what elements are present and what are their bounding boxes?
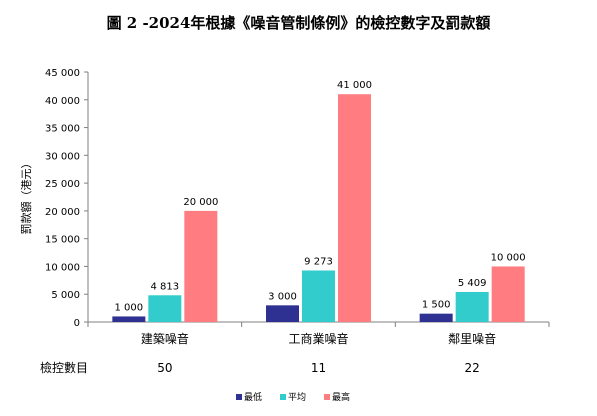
legend-swatch bbox=[324, 394, 330, 400]
chart-title: 圖 2 -2024年根據《噪音管制條例》的檢控數字及罰款額 bbox=[106, 14, 491, 32]
bar bbox=[184, 210, 218, 322]
data-labels: 1 000 4 813 20 000 3 000 9 273 41 000 1 500 5 4… bbox=[115, 80, 526, 313]
x-category-label: 工商業噪音 bbox=[288, 331, 348, 346]
count-row-label: 檢控數目 bbox=[40, 360, 88, 375]
y-tick-label: 40 000 bbox=[45, 96, 80, 107]
bar-data-label: 41 000 bbox=[337, 80, 372, 91]
y-axis: 0 5 000 10 000 15 000 20 000 25 000 30 000 35 0… bbox=[45, 68, 89, 329]
x-axis: 建築噪音 工商業噪音 鄰里噪音 bbox=[87, 321, 550, 346]
bar-data-label: 10 000 bbox=[491, 252, 526, 263]
bar bbox=[455, 291, 489, 322]
y-tick-label: 25 000 bbox=[45, 179, 80, 190]
bar bbox=[491, 266, 525, 322]
bar bbox=[266, 305, 299, 322]
bar-data-label: 5 409 bbox=[458, 278, 487, 289]
bars bbox=[112, 94, 525, 322]
legend: 最低 平均 最高 bbox=[236, 391, 350, 403]
bar-data-label: 3 000 bbox=[268, 291, 297, 302]
y-tick-label: 5 000 bbox=[51, 290, 80, 301]
count-value: 50 bbox=[157, 361, 172, 375]
x-category-label: 鄰里噪音 bbox=[448, 331, 496, 346]
legend-label: 最高 bbox=[332, 391, 350, 403]
count-value: 22 bbox=[465, 361, 480, 375]
legend-label: 最低 bbox=[244, 391, 262, 403]
bar bbox=[148, 295, 182, 322]
prosecution-count-row: 檢控數目 50 11 22 bbox=[40, 360, 480, 375]
y-tick-label: 45 000 bbox=[45, 68, 80, 79]
bar-data-label: 1 000 bbox=[115, 302, 144, 313]
bar bbox=[112, 316, 146, 322]
count-value: 11 bbox=[311, 361, 326, 375]
bar-data-label: 1 500 bbox=[422, 300, 451, 311]
y-axis-title: 罰款額（港元） bbox=[19, 158, 33, 235]
bar-data-label: 4 813 bbox=[151, 281, 180, 292]
bar bbox=[302, 270, 335, 322]
y-tick-label: 35 000 bbox=[45, 124, 80, 135]
bar-data-label: 20 000 bbox=[183, 197, 218, 208]
y-tick-label: 10 000 bbox=[45, 262, 80, 273]
y-tick-label: 0 bbox=[74, 318, 80, 329]
y-tick-label: 15 000 bbox=[45, 235, 80, 246]
y-tick-label: 20 000 bbox=[45, 207, 80, 218]
legend-swatch bbox=[236, 394, 242, 400]
bar bbox=[338, 94, 371, 322]
bar-data-label: 9 273 bbox=[304, 256, 333, 267]
legend-swatch bbox=[280, 394, 286, 400]
y-tick-label: 30 000 bbox=[45, 151, 80, 162]
bar bbox=[419, 313, 453, 322]
x-category-label: 建築噪音 bbox=[141, 331, 189, 346]
legend-label: 平均 bbox=[288, 391, 306, 403]
